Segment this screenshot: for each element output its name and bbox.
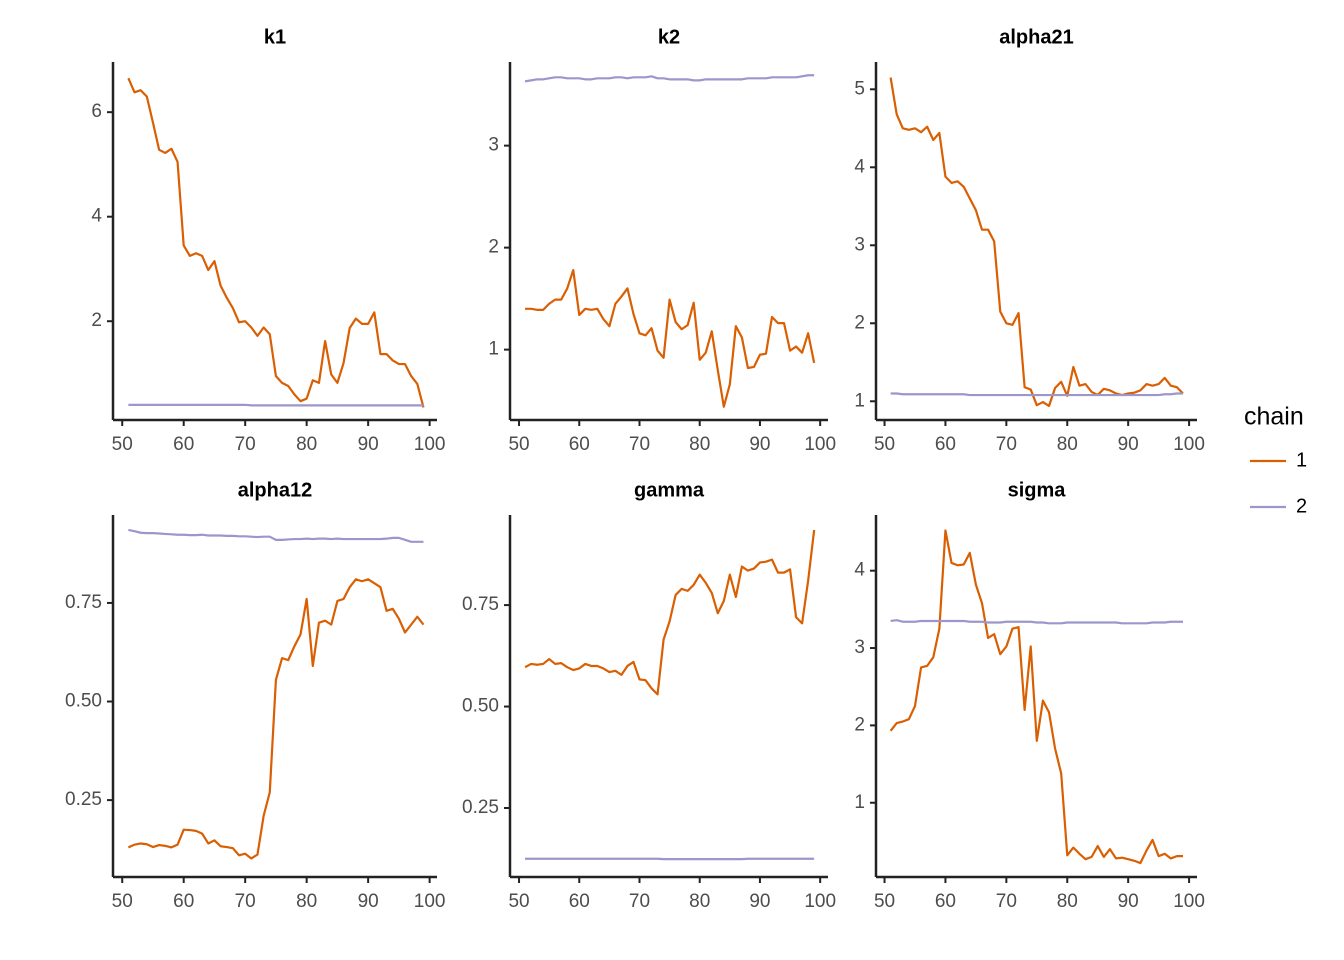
x-tick-label: 50 [508, 434, 529, 455]
x-tick-label: 100 [1173, 891, 1205, 912]
x-tick-label: 60 [173, 891, 194, 912]
panel-title: sigma [1008, 479, 1067, 501]
x-tick-label: 100 [414, 434, 446, 455]
y-tick-label: 0.50 [462, 696, 499, 717]
x-tick-label: 70 [629, 434, 650, 455]
series-line [890, 392, 1183, 397]
legend-title: chain [1244, 403, 1304, 431]
y-tick-label: 0.25 [65, 789, 102, 810]
x-tick-label: 60 [935, 434, 956, 455]
x-tick-label: 90 [749, 891, 770, 912]
x-tick-label: 80 [296, 891, 317, 912]
x-tick-label: 70 [996, 891, 1017, 912]
x-tick-label: 50 [112, 434, 133, 455]
x-tick-label: 60 [569, 434, 590, 455]
y-tick-label: 0.75 [462, 594, 499, 615]
legend-label: 1 [1296, 449, 1307, 471]
y-tick-label: 2 [854, 714, 865, 735]
x-tick-label: 70 [996, 434, 1017, 455]
x-tick-label: 100 [414, 891, 446, 912]
x-tick-label: 90 [358, 891, 379, 912]
y-tick-label: 6 [91, 101, 102, 122]
series-line [127, 578, 425, 860]
x-tick-label: 60 [173, 434, 194, 455]
y-tick-label: 1 [488, 339, 499, 360]
y-tick-label: 2 [854, 312, 865, 333]
x-tick-label: 80 [296, 434, 317, 455]
y-tick-label: 4 [854, 560, 865, 581]
panel-title: k2 [658, 26, 680, 48]
x-tick-label: 100 [804, 434, 836, 455]
x-tick-label: 90 [749, 434, 770, 455]
y-tick-label: 4 [854, 156, 865, 177]
y-tick-label: 2 [91, 310, 102, 331]
x-tick-label: 50 [112, 891, 133, 912]
y-tick-label: 5 [854, 78, 865, 99]
y-tick-label: 2 [488, 237, 499, 258]
panel-title: gamma [634, 479, 705, 501]
y-tick-label: 3 [488, 135, 499, 156]
series-line [889, 529, 1183, 865]
series-line [889, 77, 1184, 408]
series-line [525, 268, 816, 408]
x-tick-label: 60 [935, 891, 956, 912]
panel-title: alpha21 [999, 26, 1073, 48]
x-tick-label: 70 [235, 434, 256, 455]
x-tick-label: 90 [358, 434, 379, 455]
x-tick-label: 100 [804, 891, 836, 912]
x-tick-label: 70 [235, 891, 256, 912]
panel-title: alpha12 [238, 479, 312, 501]
panel-title: k1 [264, 26, 286, 48]
x-tick-label: 50 [874, 434, 895, 455]
x-tick-label: 80 [1057, 434, 1078, 455]
legend-label: 2 [1296, 495, 1307, 517]
y-tick-label: 1 [854, 792, 865, 813]
series-line [128, 528, 424, 543]
x-tick-label: 80 [1057, 891, 1078, 912]
x-tick-label: 50 [874, 891, 895, 912]
y-tick-label: 0.50 [65, 691, 102, 712]
x-tick-label: 90 [1118, 891, 1139, 912]
y-tick-label: 3 [854, 637, 865, 658]
x-tick-label: 70 [629, 891, 650, 912]
x-tick-label: 50 [508, 891, 529, 912]
y-tick-label: 4 [91, 206, 102, 227]
x-tick-label: 100 [1173, 434, 1205, 455]
series-line [890, 619, 1183, 625]
x-tick-label: 80 [689, 434, 710, 455]
series-line [127, 77, 425, 408]
series-line [128, 403, 424, 407]
y-tick-label: 1 [854, 390, 865, 411]
x-tick-label: 90 [1118, 434, 1139, 455]
y-tick-label: 0.75 [65, 592, 102, 613]
y-tick-label: 3 [854, 234, 865, 255]
series-line [524, 529, 816, 696]
x-tick-label: 80 [689, 891, 710, 912]
y-tick-label: 0.25 [462, 797, 499, 818]
series-line [524, 74, 815, 83]
x-tick-label: 60 [569, 891, 590, 912]
